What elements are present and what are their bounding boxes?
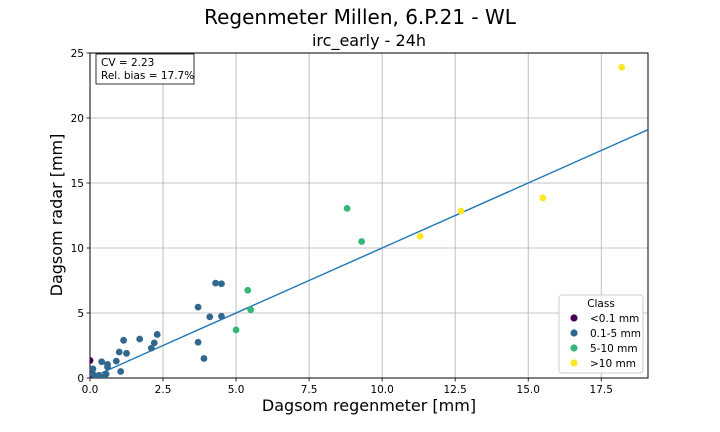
- data-point-series-1: [123, 349, 130, 357]
- stats-box: CV = 2.23 Rel. bias = 17.7%: [95, 53, 195, 85]
- data-point-series-1: [206, 313, 214, 321]
- data-point-series-1: [120, 336, 127, 344]
- chart-subtitle: irc_early - 24h: [312, 31, 426, 51]
- data-point-series-1: [218, 280, 225, 288]
- x-tick-label: 17.5: [590, 384, 613, 396]
- x-tick-label: 12.5: [443, 384, 466, 396]
- data-point-series-1: [112, 357, 120, 365]
- data-point-series-1: [115, 348, 123, 356]
- data-point-series-1: [212, 279, 220, 287]
- data-point-series-1: [147, 344, 155, 352]
- x-axis-label: Dagsom regenmeter [mm]: [262, 396, 476, 415]
- data-point-series-2: [232, 326, 240, 334]
- data-point-series-2: [247, 306, 255, 314]
- legend-marker: [570, 344, 578, 352]
- data-points: [90, 63, 626, 378]
- stats-cv: CV = 2.23: [101, 57, 154, 69]
- regression-line: [89, 129, 649, 379]
- legend-frame: [558, 294, 644, 374]
- x-tick-label: 2.5: [155, 384, 172, 396]
- data-point-series-2: [343, 204, 351, 212]
- regression-line-group: [89, 129, 649, 379]
- data-point-series-1: [150, 339, 158, 347]
- legend-label: 0.1-5 mm: [590, 328, 641, 340]
- data-point-series-1: [98, 358, 106, 366]
- data-point-series-1: [194, 303, 202, 311]
- y-tick-label: 25: [71, 48, 84, 60]
- legend-entries: <0.1 mm 0.1-5 mm 5-10 mm >10 mm: [570, 313, 641, 370]
- y-tick-label: 5: [77, 308, 84, 320]
- y-tick-label: 15: [71, 178, 84, 190]
- legend-title: Class: [587, 298, 615, 310]
- x-tick-label: 15.0: [517, 384, 540, 396]
- data-point-series-0: [90, 357, 94, 364]
- stats-box-frame: [95, 53, 195, 85]
- data-point-series-2: [244, 286, 252, 294]
- plot-area-frame: [89, 52, 649, 379]
- data-point-series-1: [104, 360, 111, 368]
- data-point-series-3: [618, 63, 626, 71]
- data-point-series-1: [200, 355, 208, 362]
- y-axis-label: Dagsom radar [mm]: [47, 134, 66, 297]
- data-point-series-1: [194, 338, 202, 346]
- y-tick-label: 10: [71, 243, 84, 255]
- legend-label: 5-10 mm: [590, 343, 638, 355]
- data-point-series-2: [358, 238, 366, 245]
- data-point-series-1: [218, 312, 225, 320]
- x-tick-label: 0.0: [82, 384, 99, 396]
- x-tick-label: 7.5: [301, 384, 318, 396]
- y-tick-label: 0: [77, 373, 84, 385]
- legend-label: >10 mm: [590, 358, 636, 370]
- legend-label: <0.1 mm: [590, 313, 639, 325]
- legend: Class <0.1 mm 0.1-5 mm 5-10 mm >10 mm: [558, 294, 644, 374]
- data-point-series-1: [153, 331, 161, 338]
- legend-marker: [570, 329, 578, 337]
- x-axis-ticks: 0.0 2.5 5.0 7.5 10.0 12.5 15.0 17.5: [82, 378, 613, 396]
- data-point-series-3: [457, 207, 465, 215]
- y-tick-label: 20: [71, 113, 84, 125]
- legend-marker: [570, 314, 578, 322]
- chart-title: Regenmeter Millen, 6.P.21 - WL: [204, 5, 517, 29]
- data-point-series-3: [416, 232, 424, 240]
- legend-marker: [570, 359, 578, 367]
- y-axis-ticks: 0 5 10 15 20 25: [71, 48, 90, 385]
- data-point-series-1: [117, 368, 125, 375]
- data-point-series-1: [90, 365, 97, 373]
- data-point-series-1: [136, 335, 144, 343]
- stats-rel-bias: Rel. bias = 17.7%: [101, 70, 194, 82]
- data-point-series-1: [102, 370, 110, 378]
- data-point-series-3: [539, 194, 547, 202]
- x-tick-label: 10.0: [370, 384, 393, 396]
- x-tick-label: 5.0: [228, 384, 245, 396]
